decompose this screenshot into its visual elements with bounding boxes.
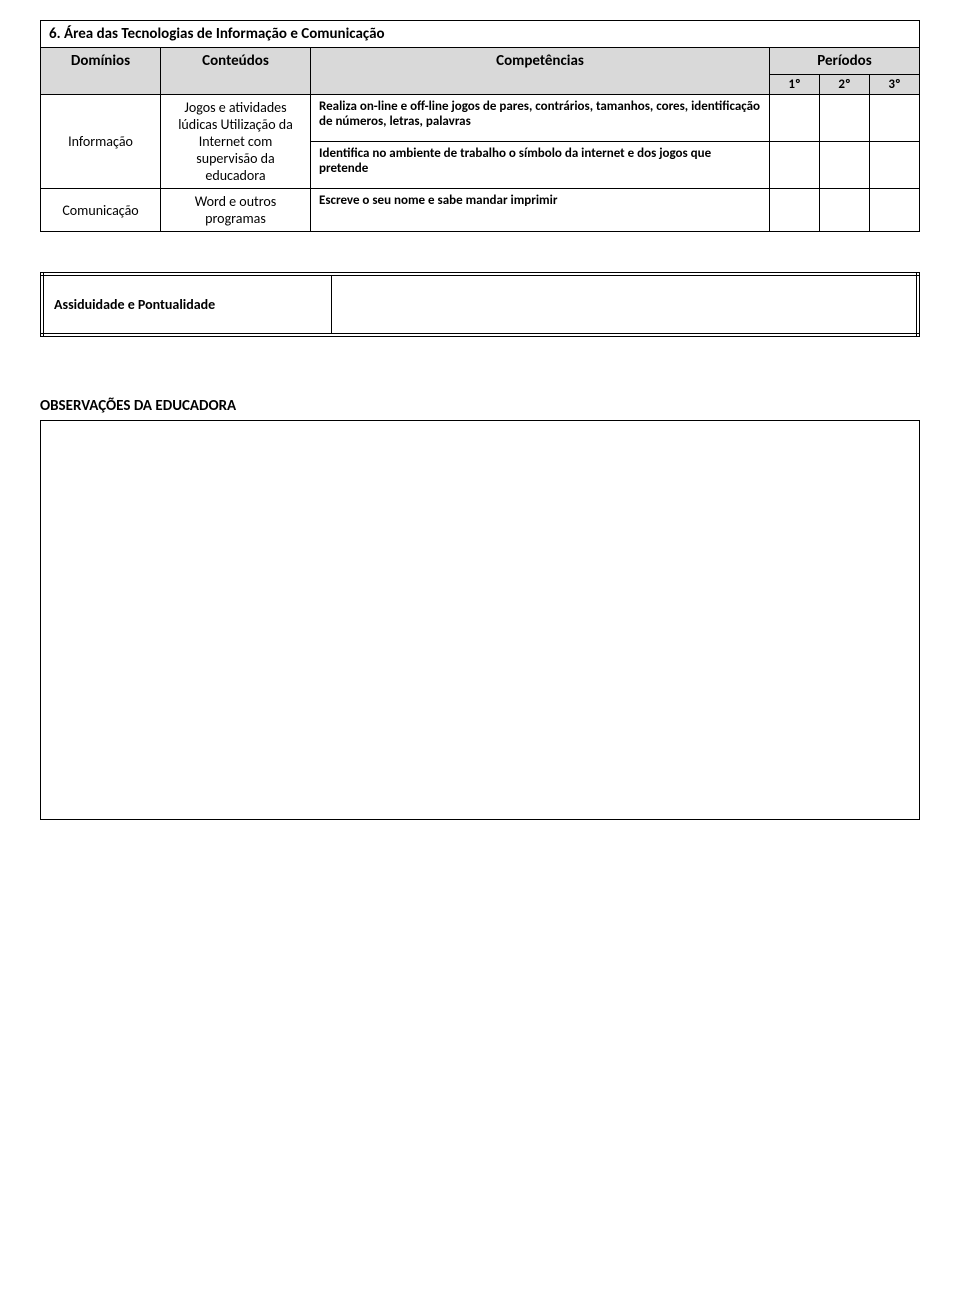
header-periodo3: 3º bbox=[870, 75, 920, 95]
content-jogos: Jogos e atividades lúdicas Utilização da… bbox=[161, 95, 311, 189]
observations-title: OBSERVAÇÕES DA EDUCADORA bbox=[40, 397, 920, 415]
period-cell bbox=[770, 189, 820, 232]
header-competencias: Competências bbox=[311, 48, 770, 95]
competence-escreve: Escreve o seu nome e sabe mandar imprimi… bbox=[311, 189, 770, 232]
table-row: Informação Jogos e atividades lúdicas Ut… bbox=[41, 95, 920, 142]
content-word: Word e outros programas bbox=[161, 189, 311, 232]
period-cell bbox=[870, 189, 920, 232]
section-title: 6. Área das Tecnologias de Informação e … bbox=[41, 21, 920, 48]
header-periodo2: 2º bbox=[820, 75, 870, 95]
attendance-value bbox=[331, 274, 918, 335]
competence-identifica: Identifica no ambiente de trabalho o sím… bbox=[311, 142, 770, 189]
domain-informacao: Informação bbox=[41, 95, 161, 189]
period-cell bbox=[870, 95, 920, 142]
period-cell bbox=[870, 142, 920, 189]
period-cell bbox=[770, 142, 820, 189]
table-row: Comunicação Word e outros programas Escr… bbox=[41, 189, 920, 232]
period-cell bbox=[820, 95, 870, 142]
attendance-label: Assiduidade e Pontualidade bbox=[42, 274, 331, 335]
period-cell bbox=[770, 95, 820, 142]
header-conteudos: Conteúdos bbox=[161, 48, 311, 95]
observations-box bbox=[40, 420, 920, 820]
header-periodo1: 1º bbox=[770, 75, 820, 95]
attendance-table: Assiduidade e Pontualidade bbox=[40, 272, 920, 337]
period-cell bbox=[820, 142, 870, 189]
competence-realiza: Realiza on-line e off-line jogos de pare… bbox=[311, 95, 770, 142]
domain-comunicacao: Comunicação bbox=[41, 189, 161, 232]
header-periodos: Períodos bbox=[770, 48, 920, 75]
technologies-table: 6. Área das Tecnologias de Informação e … bbox=[40, 20, 920, 232]
header-dominios: Domínios bbox=[41, 48, 161, 95]
period-cell bbox=[820, 189, 870, 232]
